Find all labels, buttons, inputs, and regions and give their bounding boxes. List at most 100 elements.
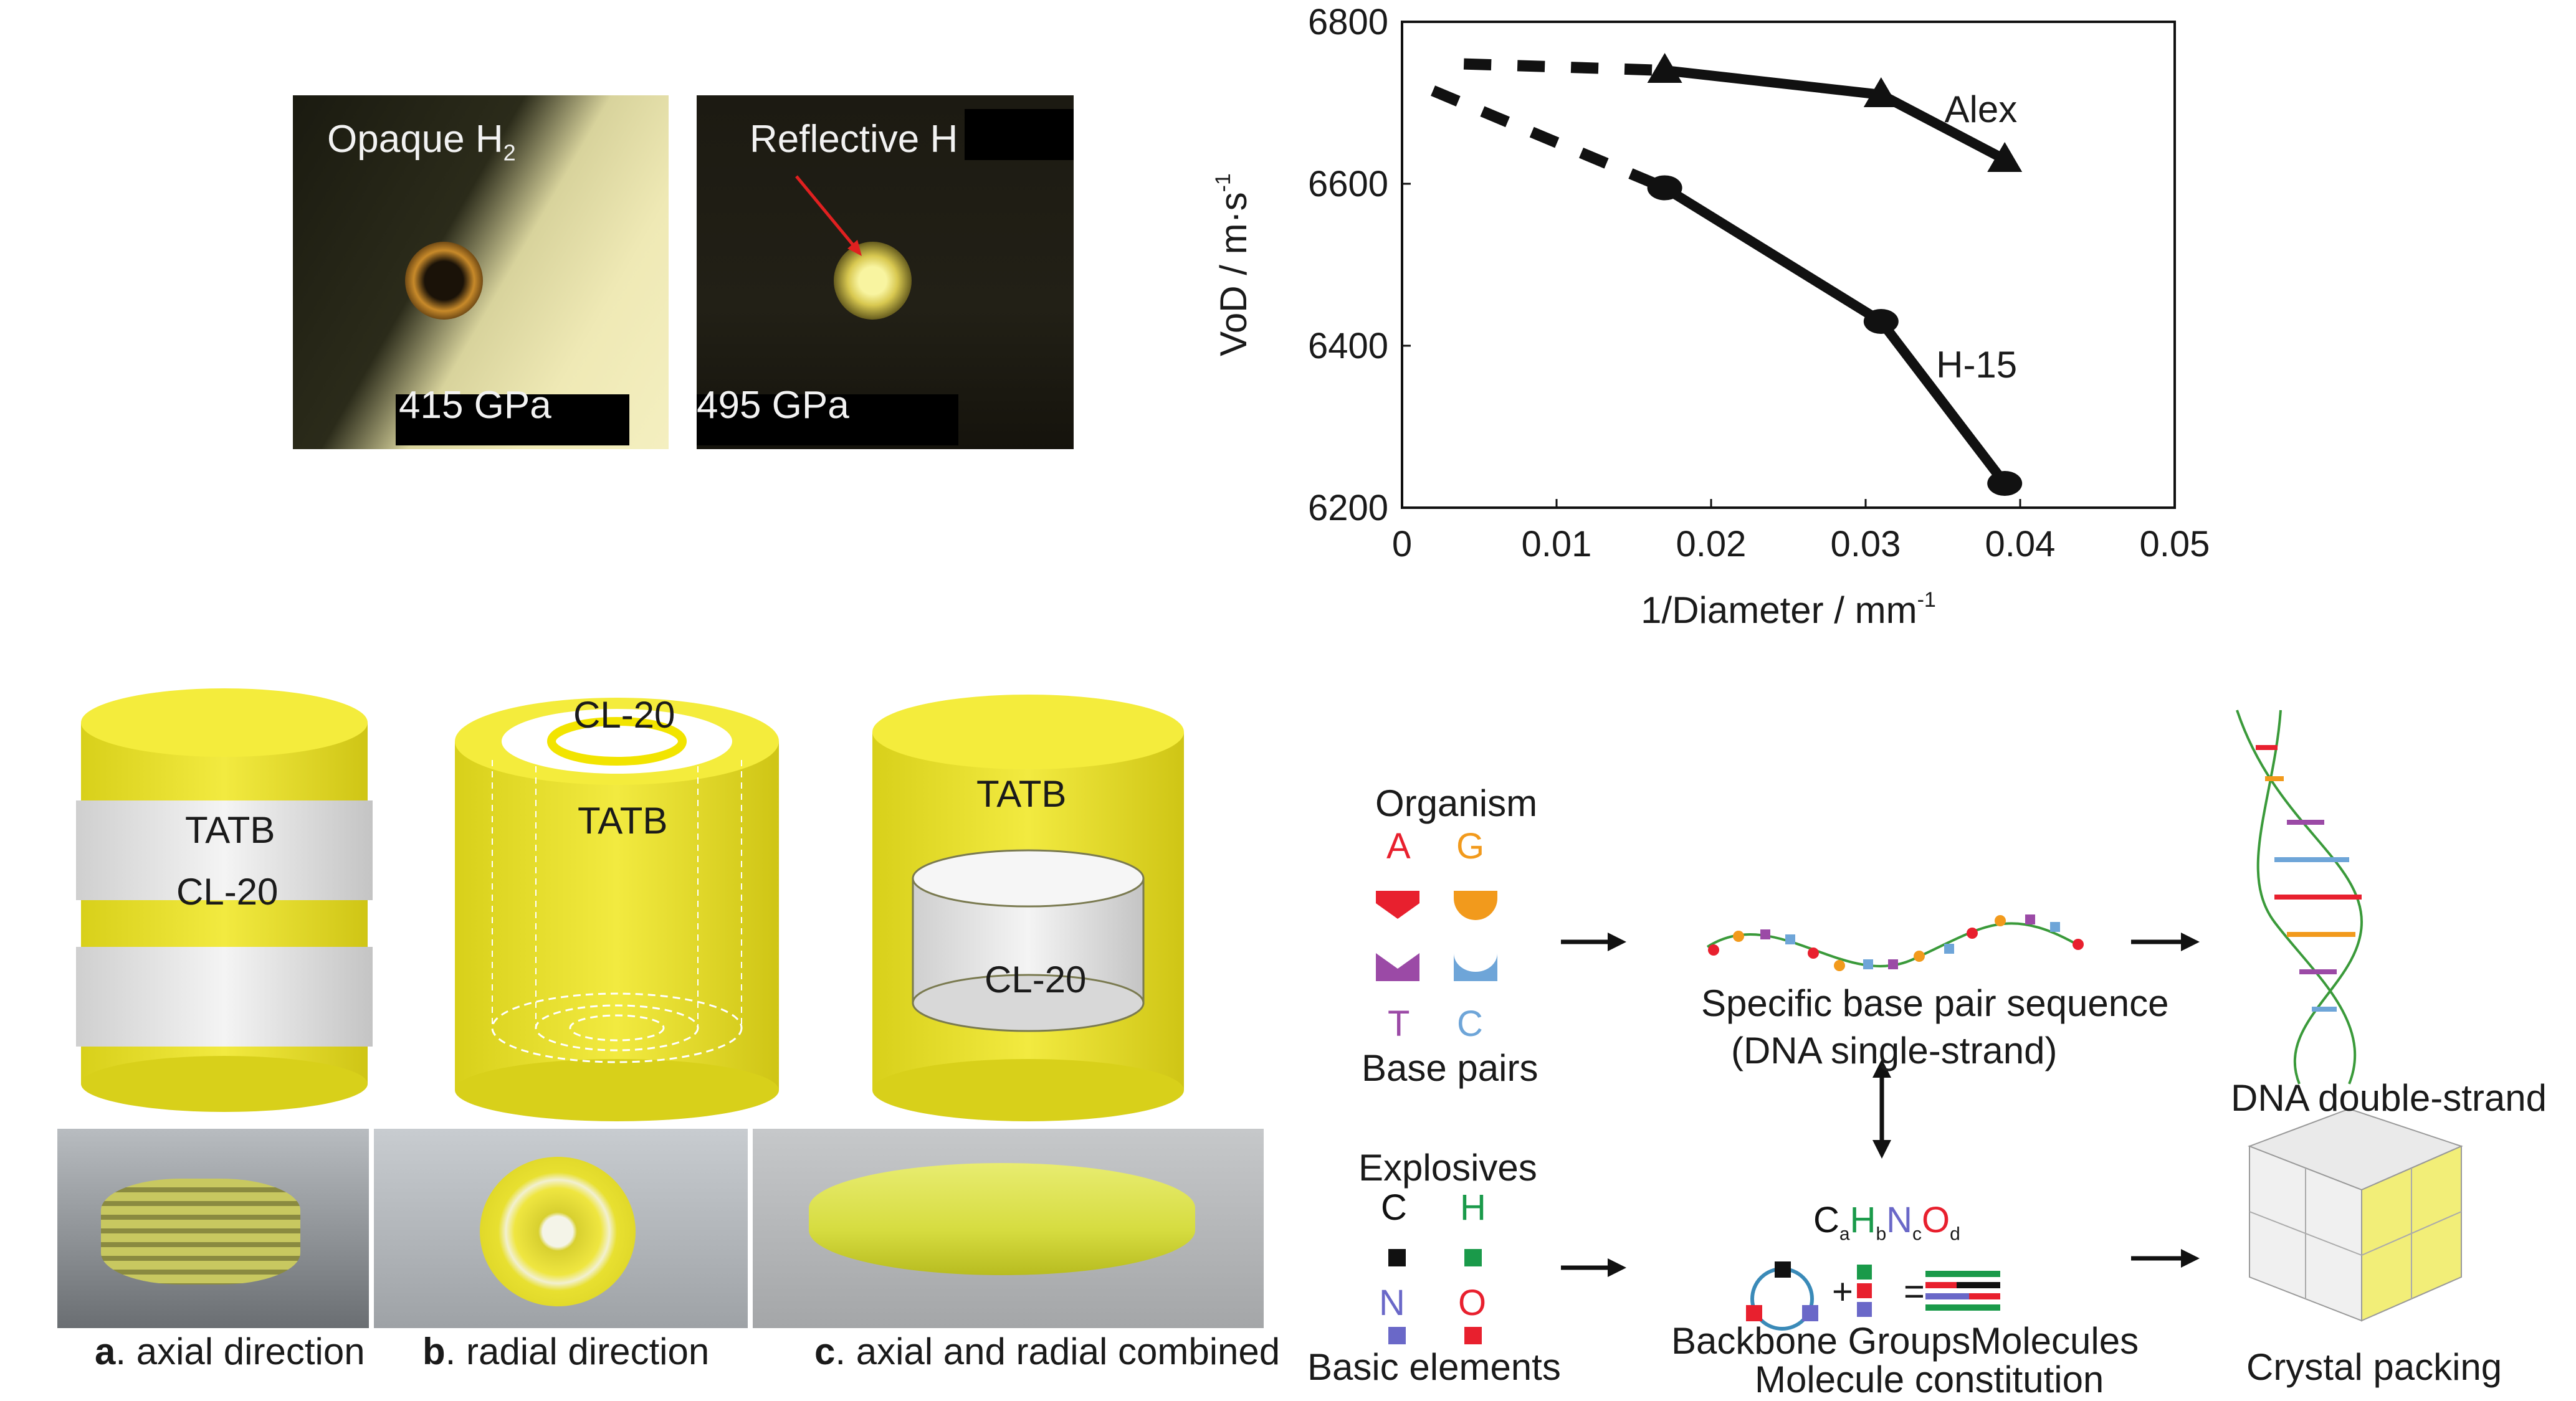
- formula-c: C: [1813, 1200, 1839, 1240]
- y-tick-label: 6800: [1308, 2, 1388, 42]
- element-h-square: [1464, 1249, 1482, 1266]
- element-c-letter: C: [1381, 1187, 1407, 1228]
- base-a-glyph: [1376, 891, 1419, 919]
- element-n-square: [1388, 1327, 1406, 1344]
- extrapolation-line: [1431, 85, 1667, 193]
- caption-a-text: . axial direction: [115, 1331, 365, 1372]
- sequence-line2: (DNA single-strand): [1731, 1030, 2058, 1071]
- sample-spot: [405, 242, 483, 320]
- backbone-ring-icon: [1746, 1261, 1818, 1331]
- formula-o: O: [1922, 1200, 1950, 1240]
- base-pairs-label: Base pairs: [1362, 1047, 1538, 1089]
- caption-a-letter: a: [95, 1331, 116, 1372]
- formula-b: b: [1876, 1223, 1887, 1245]
- formula-a: a: [1839, 1223, 1850, 1245]
- x-tick-label: 0: [1392, 524, 1412, 564]
- y-tick-label: 6600: [1308, 164, 1388, 204]
- arrow-right-4: [2131, 1249, 2200, 1268]
- dna-analogy-diagram: [1376, 710, 2463, 1344]
- group-icon: [1857, 1265, 1872, 1317]
- backbone-label: Backbone Groups: [1671, 1320, 1971, 1362]
- micro-left-label: Opaque H2: [327, 118, 516, 166]
- cylinder-diagrams: [76, 688, 1184, 1121]
- y-tick-label: 6400: [1308, 326, 1388, 366]
- plus-sign: +: [1832, 1271, 1853, 1312]
- crystal-cube: [2248, 1108, 2463, 1322]
- cylinder-radial: [455, 698, 779, 1121]
- data-point: [1647, 53, 1682, 83]
- y-axis-label: VoD / m·s-1: [1211, 173, 1254, 356]
- cyl-c-core: CL-20: [985, 959, 1087, 1000]
- arrow-updown: [1872, 1059, 1891, 1159]
- x-tick-label: 0.02: [1676, 524, 1747, 564]
- formula-c-sub: c: [1912, 1223, 1922, 1245]
- cyl-a-top: TATB: [185, 809, 275, 851]
- explosives-label: Explosives: [1358, 1147, 1537, 1189]
- crystal-packing-label: Crystal packing: [2246, 1346, 2502, 1388]
- constitution-label: Molecule constitution: [1755, 1359, 2104, 1400]
- x-axis-label: 1/Diameter / mm-1: [1641, 588, 1936, 631]
- cylinder-combined: [872, 695, 1184, 1121]
- element-n-letter: N: [1379, 1283, 1405, 1323]
- sequence-line1: Specific base pair sequence: [1701, 982, 2169, 1024]
- cyl-b-body: TATB: [578, 800, 668, 842]
- micro-left-pressure: 415 GPa: [399, 384, 551, 427]
- caption-b: b. radial direction: [422, 1330, 709, 1373]
- photo-combined: [753, 1129, 1264, 1328]
- equals-sign: =: [1904, 1271, 1925, 1312]
- series-label: H-15: [1936, 344, 2017, 386]
- x-tick-label: 0.05: [2140, 524, 2210, 564]
- micro-left-subscript: 2: [503, 140, 516, 166]
- x-tick-label: 0.01: [1522, 524, 1592, 564]
- x-tick-label: 0.03: [1831, 524, 1901, 564]
- stacked-disc: [101, 1179, 300, 1285]
- sample-spot-reflective: [834, 242, 912, 320]
- dna-double-helix: [2236, 710, 2364, 1085]
- y-tick-label: 6200: [1308, 488, 1388, 528]
- x-tick-label: 0.04: [1985, 524, 2056, 564]
- base-c-letter: C: [1457, 1004, 1483, 1044]
- base-a-letter: A: [1386, 826, 1411, 867]
- micrograph-495gpa: Reflective H 495 GPa: [697, 95, 1074, 449]
- strand-bases: [1708, 914, 2084, 971]
- formula-n: N: [1886, 1200, 1913, 1240]
- cyl-b-ring: CL-20: [573, 694, 675, 736]
- pressure-box-left: [396, 394, 629, 445]
- cyl-a-band: CL-20: [176, 871, 279, 913]
- pressure-box-right: [697, 394, 958, 445]
- caption-b-letter: b: [422, 1331, 446, 1372]
- formula-d: d: [1950, 1223, 1960, 1245]
- round-pellet: [480, 1157, 636, 1306]
- arrow-right-2: [2131, 933, 2200, 951]
- photo-axial: [57, 1129, 369, 1328]
- arrow-right-1: [1561, 933, 1626, 951]
- photo-radial: [374, 1129, 748, 1328]
- broken-pellet: [809, 1163, 1195, 1275]
- caption-c-text: . axial and radial combined: [835, 1331, 1281, 1372]
- series-label: Alex: [1944, 88, 2017, 130]
- label-box-right: [965, 109, 1074, 160]
- base-c-glyph: [1454, 953, 1497, 981]
- molecules-icon: [1925, 1271, 2000, 1311]
- base-g-letter: G: [1456, 826, 1485, 867]
- data-point: [1987, 471, 2023, 496]
- organism-label: Organism: [1375, 782, 1538, 824]
- element-h-letter: H: [1460, 1187, 1486, 1228]
- cylinder-axial: [76, 688, 373, 1112]
- cyl-c-top: TATB: [976, 773, 1067, 815]
- formula-label: CaHbNcOd: [1813, 1199, 1960, 1245]
- element-o-square: [1464, 1327, 1482, 1344]
- plot-frame: [1401, 21, 2176, 509]
- micro-right-label: Reflective H: [750, 118, 958, 161]
- molecules-label: Molecules: [1970, 1320, 2139, 1362]
- vod-chart: 0 0.01 0.02 0.03 0.04 0.05 6200 6400 6600 6800 1/D…: [1211, 2, 2210, 631]
- y-axis-label-sup: -1: [1211, 173, 1235, 192]
- red-arrow: [795, 175, 862, 256]
- caption-b-text: . radial direction: [445, 1331, 710, 1372]
- data-point: [1863, 309, 1899, 334]
- element-c-square: [1388, 1249, 1406, 1266]
- data-point: [1647, 175, 1682, 201]
- data-point: [1863, 77, 1899, 107]
- basic-elements-label: Basic elements: [1307, 1346, 1561, 1388]
- base-t-letter: T: [1388, 1004, 1410, 1044]
